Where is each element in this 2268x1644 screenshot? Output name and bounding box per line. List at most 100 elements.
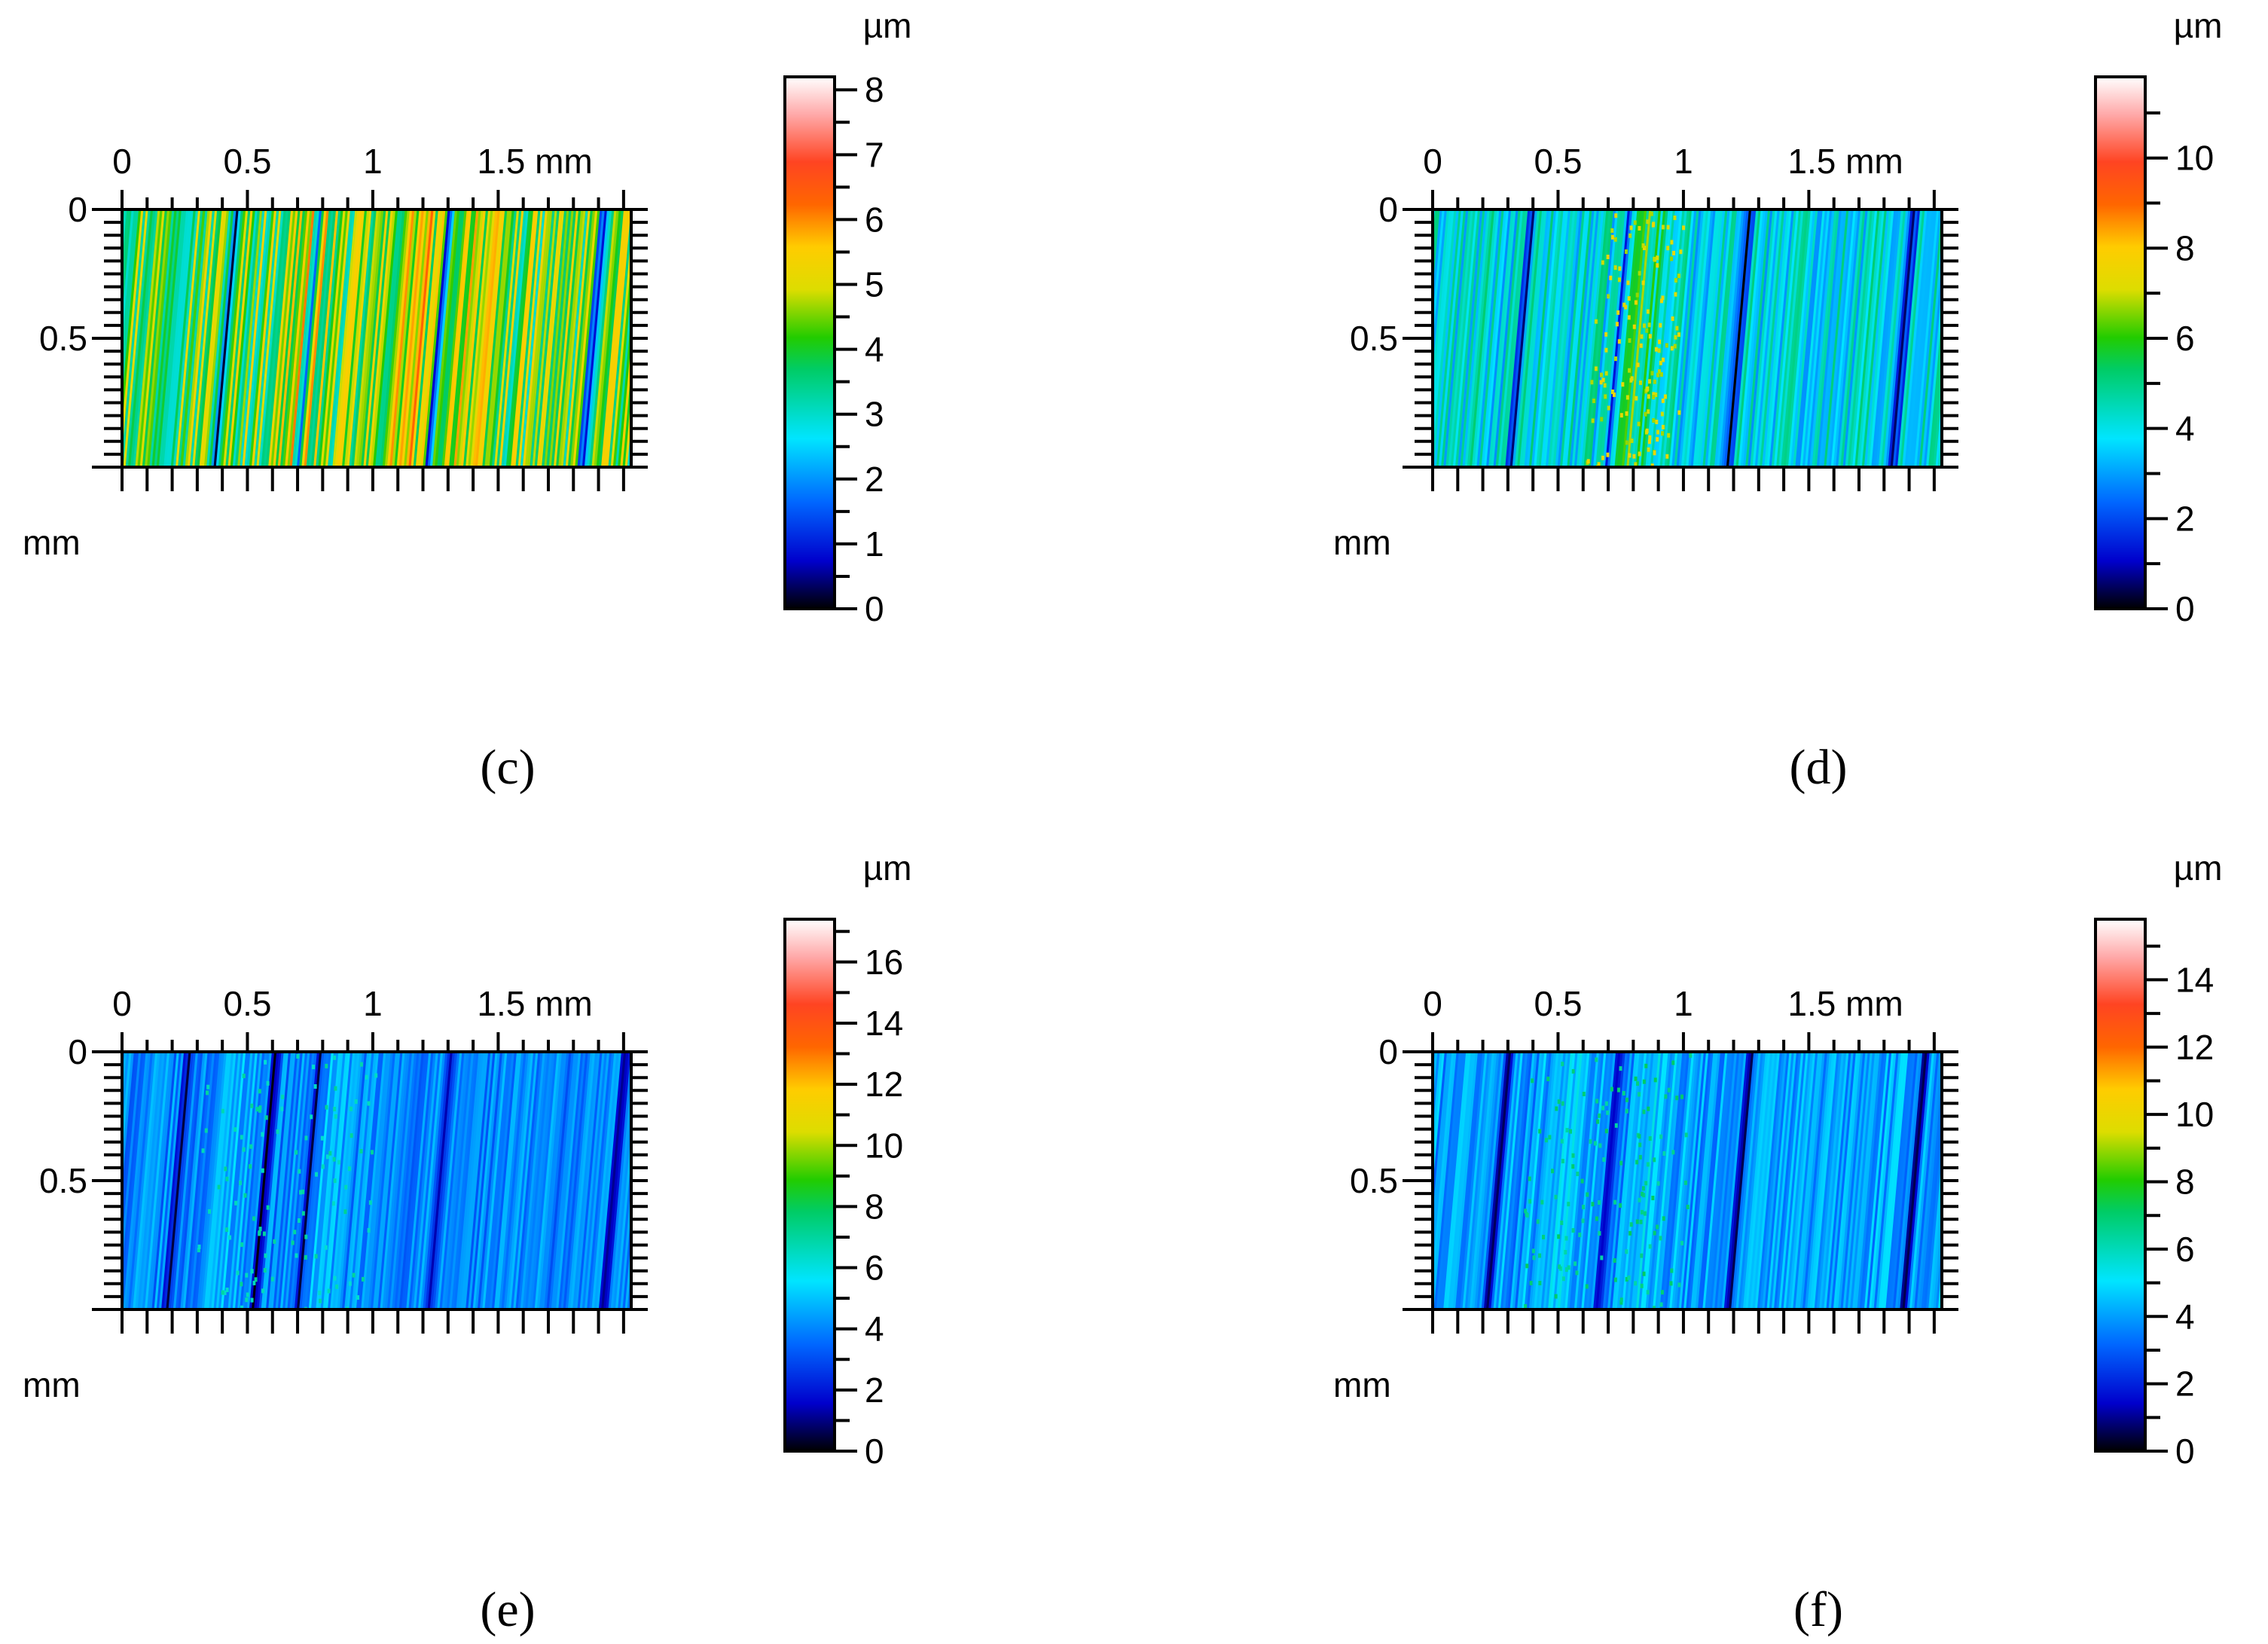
heatmap-stripe-e xyxy=(197,1052,223,1309)
heatmap-speckle-e xyxy=(228,1235,232,1240)
heatmap-stripe-f xyxy=(1769,1052,1795,1309)
heatmap-stripe-f xyxy=(1754,1052,1781,1309)
heatmap-stripe-d xyxy=(1647,209,1674,467)
heatmap-stripe-e xyxy=(437,1052,462,1309)
heatmap-stripe-e xyxy=(508,1052,534,1309)
heatmap-stripe-c xyxy=(328,209,353,467)
heatmap-speckle-f xyxy=(1600,1255,1604,1261)
heatmap-stripe-c xyxy=(194,209,221,467)
heatmap-stripe-c xyxy=(275,209,301,467)
heatmap-stripe-d xyxy=(1754,209,1781,467)
heatmap-stripe-f xyxy=(1740,1052,1766,1309)
heatmap-stripe-e xyxy=(142,1052,168,1309)
heatmap-speckle-f xyxy=(1653,1306,1656,1309)
heatmap-stripe-d xyxy=(1867,209,1892,467)
heatmap-speckle-d xyxy=(1665,343,1668,348)
heatmap-speckle-e xyxy=(295,1253,298,1258)
heatmap-speckle-d xyxy=(1627,296,1631,301)
heatmap-stripe-c xyxy=(252,209,277,467)
heatmap-speckle-e xyxy=(245,1273,249,1278)
heatmap-stripe-f xyxy=(1462,1052,1488,1309)
heatmap-speckle-f xyxy=(1567,1265,1571,1270)
panel-c: 0 0.5 1 1.5 mm 0 0.5 mm 0 1 2 3 4 5 6 7 8 µm (c) xyxy=(23,6,911,795)
heatmap-stripe-f xyxy=(1528,1052,1555,1309)
heatmap-speckle-f xyxy=(1595,1216,1598,1221)
heatmap-stripe-e xyxy=(487,1052,513,1309)
heatmap-stripe-f xyxy=(1631,1052,1657,1309)
heatmap-stripe-e xyxy=(548,1052,575,1309)
heatmap-stripe-c xyxy=(567,209,594,467)
y-tick-label-f: 0.5 xyxy=(1350,1161,1398,1200)
heatmap-stripe-c xyxy=(468,209,494,467)
heatmap-speckle-e xyxy=(344,1184,348,1190)
heatmap-speckle-d xyxy=(1639,380,1643,386)
heatmap-stripe-e xyxy=(365,1052,392,1309)
heatmap-speckle-e xyxy=(301,1211,305,1216)
heatmap-stripe-e xyxy=(501,1052,527,1309)
heatmap-speckle-e xyxy=(332,1157,336,1162)
heatmap-stripe-d xyxy=(1771,209,1797,467)
heatmap-stripe-c xyxy=(384,209,411,467)
heatmap-stripe-d xyxy=(1790,209,1816,467)
colorbar-tick-label-d: 0 xyxy=(2175,589,2195,628)
heatmap-speckle-d xyxy=(1599,372,1603,377)
heatmap-stripe-e xyxy=(577,1052,603,1309)
colorbar-tick-label-c: 3 xyxy=(865,395,884,434)
heatmap-speckle-f xyxy=(1585,1284,1589,1289)
heatmap-stripe-f xyxy=(1861,1052,1888,1309)
heatmap-stripe-c xyxy=(415,209,441,467)
heatmap-stripe-f xyxy=(1491,1052,1517,1309)
heatmap-stripe-e xyxy=(598,1052,624,1309)
heatmap-stripe-c xyxy=(273,209,299,467)
heatmap-speckle-d xyxy=(1625,395,1629,400)
x-tick-label-e: 0.5 xyxy=(223,984,271,1023)
heatmap-stripe-f xyxy=(1464,1052,1491,1309)
heatmap-stripe-d xyxy=(1900,209,1925,467)
heatmap-speckle-e xyxy=(318,1290,322,1295)
heatmap-speckle-f xyxy=(1598,1143,1602,1148)
heatmap-stripe-f xyxy=(1783,1052,1809,1309)
heatmap-stripe-d xyxy=(1483,209,1509,467)
heatmap-stripe-e xyxy=(215,1052,242,1309)
heatmap-stripe-e xyxy=(252,1052,277,1309)
heatmap-stripe-e xyxy=(310,1052,337,1309)
heatmap-stripe-d xyxy=(1693,209,1719,467)
heatmap-speckle-d xyxy=(1607,294,1610,299)
heatmap-stripe-d xyxy=(1462,209,1488,467)
heatmap-stripe-c xyxy=(237,209,263,467)
heatmap-stripe-c xyxy=(620,341,631,467)
heatmap-speckle-e xyxy=(250,1103,254,1108)
heatmap-speckle-f xyxy=(1544,1138,1548,1143)
heatmap-stripe-f xyxy=(1448,1052,1474,1309)
heatmap-stripe-d xyxy=(1450,209,1476,467)
colorbar-tick-label-f: 2 xyxy=(2175,1364,2195,1404)
heatmap-speckle-d xyxy=(1666,225,1670,230)
heatmap-speckle-f xyxy=(1617,1087,1621,1092)
heatmap-stripe-d xyxy=(1574,209,1600,467)
heatmap-stripe-f xyxy=(1514,1052,1540,1309)
heatmap-speckle-d xyxy=(1634,300,1638,305)
colorbar-unit-c: µm xyxy=(863,6,912,45)
heatmap-stripe-e xyxy=(539,1052,565,1309)
heatmap-stripe-d xyxy=(1876,209,1902,467)
heatmap-speckle-e xyxy=(311,1065,315,1070)
heatmap-stripe-f xyxy=(1650,1052,1676,1309)
heatmap-stripe-d xyxy=(1778,209,1805,467)
heatmap-stripe-c xyxy=(242,209,268,467)
heatmap-stripe-c xyxy=(606,209,631,467)
heatmap-speckle-d xyxy=(1638,270,1641,276)
x-tick-label-e: 0 xyxy=(112,984,132,1023)
heatmap-stripe-d xyxy=(1469,209,1495,467)
heatmap-stripe-d xyxy=(1871,209,1897,467)
heatmap-stripe-c xyxy=(137,209,163,467)
heatmap-speckle-e xyxy=(327,1288,331,1294)
heatmap-stripe-e xyxy=(489,1052,515,1309)
heatmap-speckle-d xyxy=(1652,417,1656,423)
heatmap-stripe-f xyxy=(1894,1052,1921,1309)
heatmap-stripe-e xyxy=(180,1052,206,1309)
heatmap-stripe-e xyxy=(187,1052,213,1309)
heatmap-stripe-f xyxy=(1600,1052,1626,1309)
heatmap-speckle-d xyxy=(1638,451,1641,457)
heatmap-stripe-f xyxy=(1433,1052,1460,1309)
heatmap-stripe-e xyxy=(553,1052,579,1309)
